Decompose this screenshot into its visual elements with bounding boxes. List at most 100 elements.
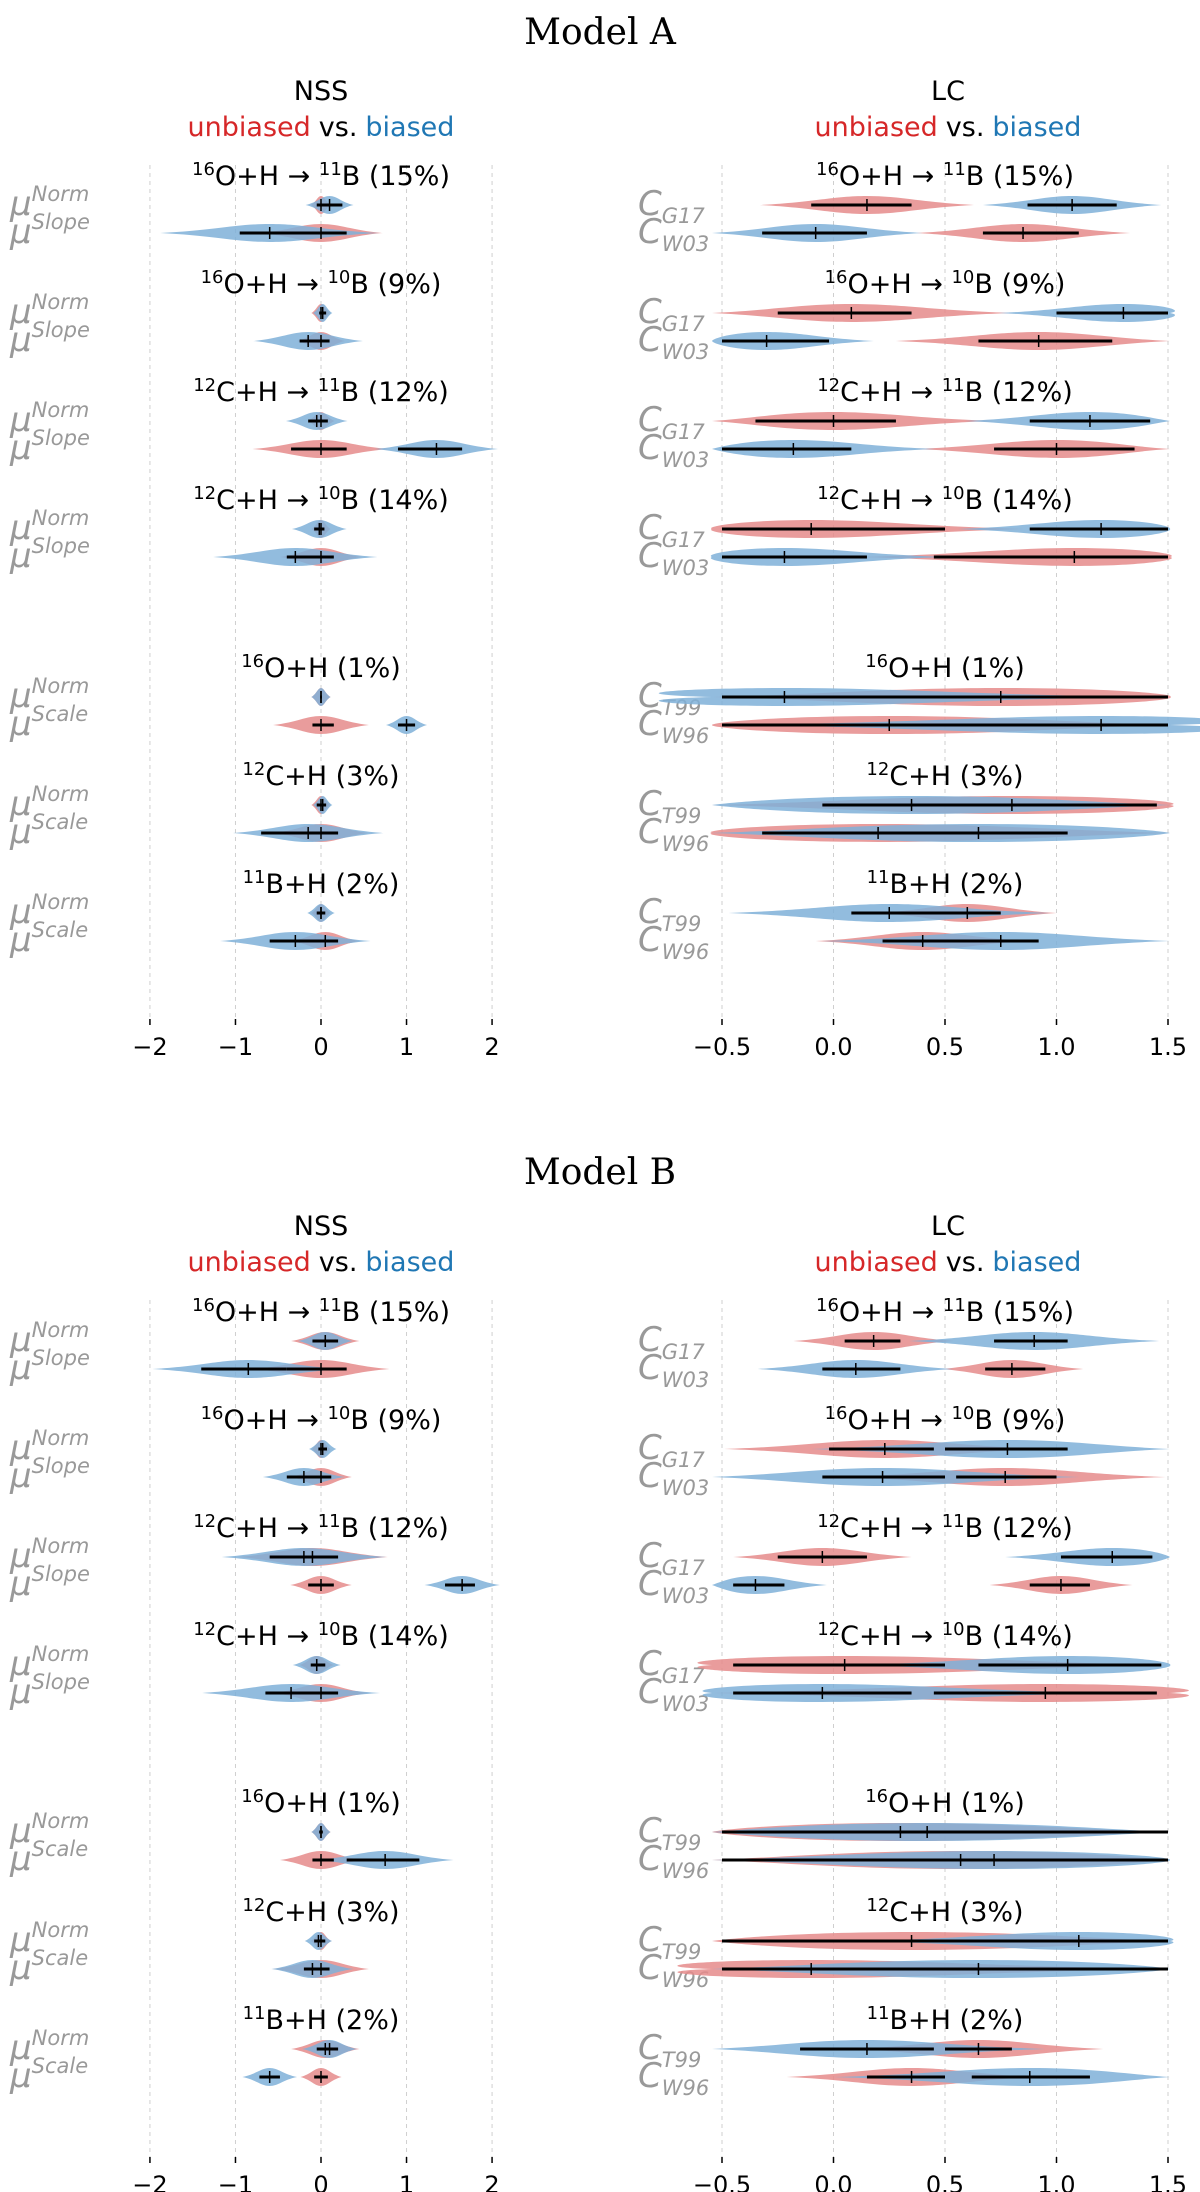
row-label: CG17: [638, 184, 705, 228]
row-label: μNorm: [9, 1534, 89, 1576]
legend-unbiased: unbiased: [815, 1247, 938, 1278]
row-label: CT99: [638, 784, 701, 828]
row-label: μNorm: [9, 1918, 89, 1960]
x-tick-label: 0.5: [926, 2171, 964, 2192]
row-label: CW03: [638, 1672, 709, 1716]
row-title: 16O+H → 11B (15%): [816, 1295, 1074, 1329]
legend-a-lc: unbiased vs. biased: [815, 112, 1082, 143]
legend-b-lc: unbiased vs. biased: [815, 1247, 1082, 1278]
row-label: CW96: [638, 2056, 709, 2100]
legend-unbiased: unbiased: [815, 112, 938, 143]
x-tick-label: −2: [132, 1033, 167, 1061]
row-label: μNorm: [9, 782, 89, 824]
row-title: 12C+H → 11B (12%): [817, 375, 1073, 409]
row-label: μNorm: [9, 890, 89, 932]
row-label: μNorm: [9, 290, 89, 332]
row-title: 12C+H (3%): [242, 759, 399, 793]
x-tick-label: −2: [132, 2171, 167, 2192]
row-title: 16O+H → 10B (9%): [201, 1403, 442, 1437]
row-label: μSlope: [9, 534, 90, 576]
model-a-title: Model A: [524, 12, 677, 53]
row-label: CW96: [638, 812, 709, 856]
row-title: 16O+H (1%): [241, 1786, 401, 1820]
legend-b-nss: unbiased vs. biased: [188, 1247, 455, 1278]
x-tick-label: 2: [484, 1033, 499, 1061]
row-label: CW03: [638, 320, 709, 364]
row-title: 12C+H (3%): [866, 1895, 1023, 1929]
x-tick-label: 0: [313, 1033, 328, 1061]
row-label: μScale: [9, 918, 88, 960]
row-title: 12C+H → 10B (14%): [193, 483, 449, 517]
row-title: 16O+H → 10B (9%): [825, 267, 1066, 301]
row-title: 16O+H (1%): [865, 1786, 1025, 1820]
row-title: 12C+H → 10B (14%): [817, 483, 1073, 517]
row-label: μNorm: [9, 1642, 89, 1684]
row-label: μNorm: [9, 2026, 89, 2068]
row-label: μNorm: [9, 506, 89, 548]
panel-title-b-lc: LC: [931, 1211, 965, 1242]
legend-biased: biased: [992, 112, 1081, 143]
legend-vs: vs.: [319, 112, 358, 143]
row-label: CG17: [638, 292, 705, 336]
panel-title-a-nss: NSS: [294, 76, 348, 107]
row-label: CG17: [638, 1536, 705, 1580]
x-tick-label: −1: [218, 1033, 253, 1061]
x-tick-label: 1.0: [1037, 2171, 1075, 2192]
row-label: CG17: [638, 400, 705, 444]
row-title: 12C+H → 11B (12%): [193, 375, 449, 409]
row-label: μSlope: [9, 1562, 90, 1604]
x-tick-label: 1: [399, 2171, 414, 2192]
model-b-title: Model B: [524, 1152, 676, 1193]
row-label: CW03: [638, 212, 709, 256]
legend-vs: vs.: [319, 1247, 358, 1278]
row-label: CW96: [638, 704, 709, 748]
row-label: μSlope: [9, 318, 90, 360]
row-label: CW03: [638, 428, 709, 472]
x-tick-label: 1: [399, 1033, 414, 1061]
row-label: CT99: [638, 2028, 701, 2072]
legend-unbiased: unbiased: [188, 112, 311, 143]
row-label: μNorm: [9, 1809, 89, 1851]
row-label: CT99: [638, 1920, 701, 1964]
row-label: CW96: [638, 1948, 709, 1992]
row-label: μSlope: [9, 1346, 90, 1388]
row-label: μScale: [9, 702, 88, 744]
row-title: 16O+H → 11B (15%): [816, 159, 1074, 193]
row-label: CT99: [638, 1811, 701, 1855]
row-title: 16O+H → 11B (15%): [192, 1295, 450, 1329]
row-label: μScale: [9, 810, 88, 852]
row-label: μNorm: [9, 1318, 89, 1360]
x-tick-label: 1.5: [1149, 1033, 1187, 1061]
legend-unbiased: unbiased: [188, 1247, 311, 1278]
row-label: μSlope: [9, 210, 90, 252]
row-title: 12C+H → 11B (12%): [817, 1511, 1073, 1545]
row-label: CG17: [638, 1320, 705, 1364]
row-title: 16O+H → 10B (9%): [825, 1403, 1066, 1437]
row-title: 11B+H (2%): [243, 2003, 400, 2037]
x-tick-label: 0.0: [814, 2171, 852, 2192]
x-tick-label: −1: [218, 2171, 253, 2192]
